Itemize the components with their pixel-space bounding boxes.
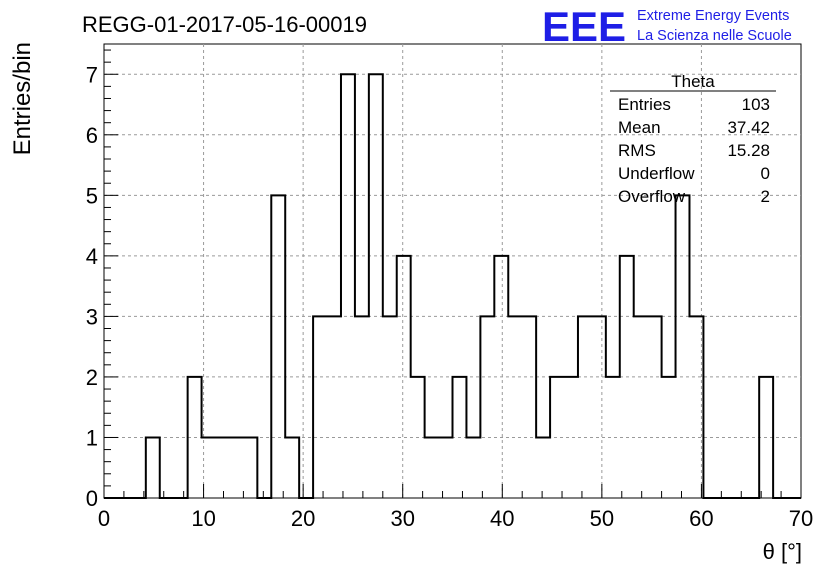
y-tick-label: 5 [86,183,98,208]
histogram-bin [313,316,327,498]
stats-box: Theta Entries 103 Mean 37.42 RMS 15.28 Underfl… [610,72,776,206]
histogram-bin [676,195,690,498]
eee-logo: EEE Extreme Energy Events La Scienza nel… [542,3,792,50]
histogram-bin [480,316,494,498]
y-axis-label: Entries/bin [9,42,36,155]
stats-row-label: Entries [618,95,671,114]
eee-logo-line1: Extreme Energy Events [637,8,789,24]
stats-title: Theta [671,72,715,91]
histogram-bin [606,377,620,498]
histogram-bin [508,316,522,498]
histogram-bin [369,74,383,498]
histogram-bin [146,437,160,498]
histogram-bin [216,437,230,498]
y-tick-label: 4 [86,244,98,269]
x-tick-label: 20 [291,506,315,531]
histogram-bin [648,316,662,498]
stats-row-value: 15.28 [727,141,770,160]
chart-title: REGG-01-2017-05-16-00019 [82,12,367,37]
histogram-bars [104,73,801,499]
y-tick-label: 7 [86,62,98,87]
x-tick-label: 40 [490,506,514,531]
stats-row-value: 2 [761,187,770,206]
x-tick-label: 10 [191,506,215,531]
histogram-bin [466,437,480,498]
y-tick-label: 0 [86,486,98,511]
histogram-outline [104,73,801,499]
stats-row-label: Overflow [618,187,686,206]
histogram-bin [229,437,243,498]
stats-row-value: 0 [761,164,770,183]
histogram-bin [634,316,648,498]
x-axis-label: θ [°] [763,539,802,564]
stats-row-label: Mean [618,118,661,137]
histogram-bin [592,316,606,498]
stats-row-value: 103 [742,95,770,114]
histogram-bin [285,437,299,498]
axis-ticks [103,49,802,499]
x-tick-label: 0 [98,506,110,531]
plot-frame [103,43,802,499]
histogram-bin [439,437,453,498]
histogram-bin [578,316,592,498]
x-tick-label: 60 [689,506,713,531]
x-tick-label: 50 [590,506,614,531]
histogram-bin [327,316,341,498]
x-tick-label: 70 [789,506,813,531]
histogram-bin [341,74,355,498]
y-tick-label: 6 [86,123,98,148]
histogram-bin [243,437,257,498]
histogram-bin [522,316,536,498]
histogram-bin [355,316,369,498]
histogram-bin [425,437,439,498]
stats-row-label: Underflow [618,164,695,183]
eee-logo-line2: La Scienza nelle Scuole [637,28,792,44]
y-tick-label: 2 [86,365,98,390]
y-tick-label: 3 [86,304,98,329]
x-tick-label: 30 [390,506,414,531]
x-tick-labels: 0 10 20 30 40 50 60 70 [98,506,813,531]
stats-row-label: RMS [618,141,656,160]
histogram-bin [383,316,397,498]
stats-row-value: 37.42 [727,118,770,137]
eee-logo-text: EEE [542,3,626,50]
y-tick-label: 1 [86,425,98,450]
histogram-bin [271,195,285,498]
histogram-bin [536,437,550,498]
y-tick-labels: 0 1 2 3 4 5 6 7 [86,62,98,511]
